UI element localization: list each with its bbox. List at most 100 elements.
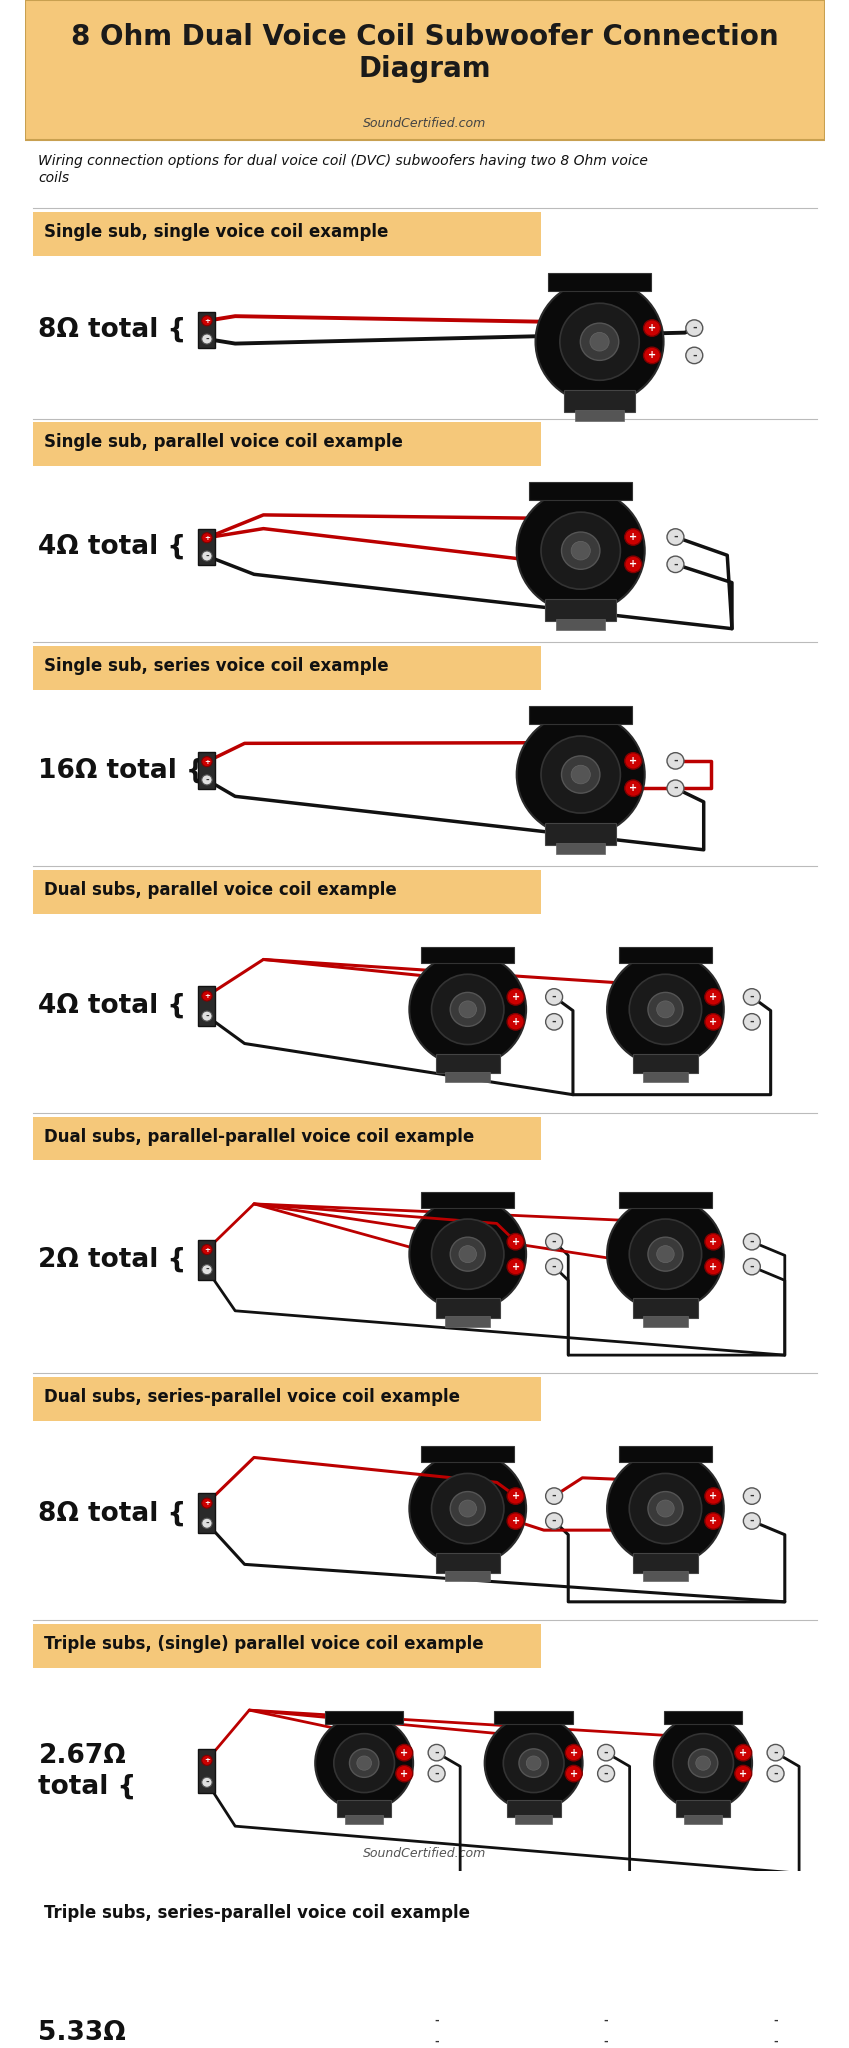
- Bar: [199, 752, 216, 788]
- Circle shape: [409, 952, 526, 1067]
- Text: -: -: [604, 2038, 609, 2046]
- Text: SoundCertified.com: SoundCertified.com: [363, 117, 486, 129]
- Text: -: -: [773, 2038, 778, 2046]
- Text: +: +: [739, 2015, 747, 2025]
- Bar: [25, 1620, 824, 1890]
- Circle shape: [654, 1985, 752, 2048]
- Circle shape: [409, 1452, 526, 1565]
- Bar: [33, 645, 541, 690]
- Circle shape: [705, 989, 722, 1006]
- Circle shape: [315, 1985, 413, 2048]
- Circle shape: [767, 2013, 784, 2030]
- Circle shape: [541, 735, 621, 813]
- Circle shape: [428, 2013, 445, 2030]
- Circle shape: [696, 2023, 711, 2038]
- Text: +: +: [629, 756, 638, 766]
- Circle shape: [667, 557, 684, 573]
- Text: -: -: [692, 324, 697, 334]
- Text: -: -: [673, 559, 678, 569]
- Circle shape: [629, 1473, 701, 1544]
- Circle shape: [629, 1219, 701, 1290]
- Circle shape: [705, 1257, 722, 1274]
- Circle shape: [519, 1749, 548, 1778]
- Bar: [33, 422, 541, 467]
- Bar: [664, 1710, 742, 1724]
- Circle shape: [334, 1735, 395, 1792]
- Text: +: +: [204, 758, 210, 764]
- Circle shape: [744, 1014, 761, 1030]
- Text: -: -: [673, 756, 678, 766]
- Circle shape: [396, 2034, 413, 2048]
- Bar: [633, 1053, 698, 1073]
- Circle shape: [541, 512, 621, 590]
- Bar: [25, 1112, 824, 1374]
- Text: -: -: [750, 991, 754, 1001]
- Circle shape: [705, 1487, 722, 1505]
- Circle shape: [734, 2034, 751, 2048]
- Circle shape: [428, 1765, 445, 1782]
- Circle shape: [744, 1487, 761, 1505]
- Bar: [25, 209, 824, 418]
- Text: -: -: [604, 2015, 609, 2025]
- Text: -: -: [692, 350, 697, 360]
- Text: -: -: [552, 1516, 556, 1526]
- Circle shape: [767, 1745, 784, 1761]
- Text: 4Ω total {: 4Ω total {: [38, 535, 187, 559]
- Text: -: -: [552, 991, 556, 1001]
- Bar: [546, 823, 616, 844]
- Text: -: -: [205, 551, 209, 561]
- Circle shape: [598, 1765, 615, 1782]
- Text: Dual subs, parallel voice coil example: Dual subs, parallel voice coil example: [44, 881, 396, 899]
- Circle shape: [202, 1245, 212, 1255]
- Bar: [445, 1071, 490, 1081]
- Circle shape: [431, 975, 504, 1044]
- Circle shape: [689, 2017, 717, 2046]
- Text: +: +: [709, 1516, 717, 1526]
- Circle shape: [202, 532, 212, 543]
- Text: -: -: [205, 776, 209, 784]
- Circle shape: [561, 756, 600, 793]
- Bar: [530, 483, 632, 500]
- Text: 2.67Ω
total {: 2.67Ω total {: [38, 1743, 137, 1800]
- Circle shape: [565, 1765, 582, 1782]
- Circle shape: [507, 989, 524, 1006]
- Text: +: +: [204, 1499, 210, 1505]
- Bar: [25, 643, 824, 866]
- Text: +: +: [570, 2015, 578, 2025]
- Text: +: +: [709, 1262, 717, 1272]
- Bar: [548, 272, 650, 291]
- Circle shape: [667, 754, 684, 770]
- Text: 16Ω total {: 16Ω total {: [38, 758, 205, 784]
- Circle shape: [202, 1266, 212, 1274]
- Text: +: +: [629, 532, 638, 543]
- Bar: [25, 866, 824, 1112]
- Text: -: -: [773, 2015, 778, 2025]
- Text: -: -: [604, 1747, 609, 1757]
- Circle shape: [734, 1765, 751, 1782]
- Bar: [643, 1571, 688, 1581]
- Circle shape: [357, 2023, 372, 2038]
- Circle shape: [517, 713, 644, 838]
- Circle shape: [744, 1257, 761, 1274]
- Circle shape: [526, 2023, 541, 2038]
- Bar: [325, 1710, 403, 1724]
- Circle shape: [350, 1749, 379, 1778]
- Text: -: -: [604, 1769, 609, 1778]
- Circle shape: [202, 1778, 212, 1788]
- Circle shape: [667, 780, 684, 797]
- Text: +: +: [570, 1769, 578, 1778]
- Text: -: -: [205, 334, 209, 344]
- Circle shape: [450, 1491, 486, 1526]
- Text: +: +: [512, 1018, 520, 1026]
- Text: 8Ω total {: 8Ω total {: [38, 317, 187, 342]
- Circle shape: [644, 348, 661, 365]
- Bar: [530, 707, 632, 723]
- Circle shape: [598, 2034, 615, 2048]
- Circle shape: [546, 1257, 563, 1274]
- Text: +: +: [204, 993, 210, 999]
- Bar: [33, 870, 541, 913]
- Text: -: -: [435, 1769, 439, 1778]
- Text: +: +: [204, 1757, 210, 1763]
- Circle shape: [656, 1001, 674, 1018]
- Text: +: +: [629, 559, 638, 569]
